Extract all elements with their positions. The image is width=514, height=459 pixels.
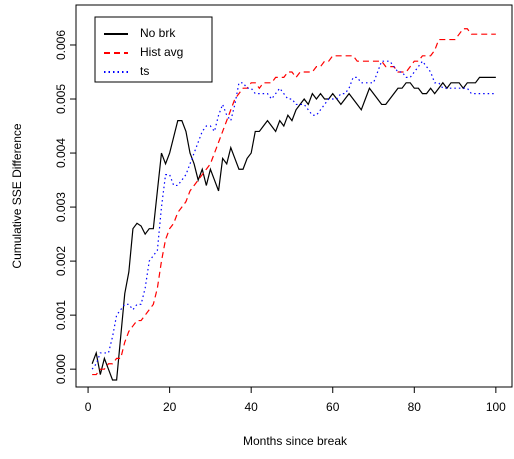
legend-label: Hist avg <box>140 45 183 59</box>
x-tick-label: 60 <box>326 400 340 414</box>
data-line <box>91 76 496 381</box>
data-line <box>91 60 496 370</box>
x-tick-label: 100 <box>486 400 506 414</box>
x-tick-label: 0 <box>85 400 92 414</box>
plot-frame <box>75 4 513 388</box>
x-axis-label: Months since break <box>243 434 348 448</box>
y-tick-label: 0.003 <box>54 192 68 222</box>
y-tick-label: 0.005 <box>54 84 68 114</box>
y-tick-label: 0.004 <box>54 138 68 168</box>
y-tick-label: 0.002 <box>54 246 68 276</box>
legend-label: No brk <box>140 26 176 40</box>
y-tick-label: 0.001 <box>54 300 68 330</box>
x-tick-label: 80 <box>408 400 422 414</box>
y-axis-label: Cumulative SSE Difference <box>10 123 24 269</box>
legend-label: ts <box>140 64 149 78</box>
y-tick-label: 0.006 <box>54 30 68 60</box>
y-tick-label: 0.000 <box>54 354 68 384</box>
data-line <box>92 28 496 376</box>
x-tick-label: 40 <box>245 400 259 414</box>
x-tick-label: 20 <box>163 400 177 414</box>
